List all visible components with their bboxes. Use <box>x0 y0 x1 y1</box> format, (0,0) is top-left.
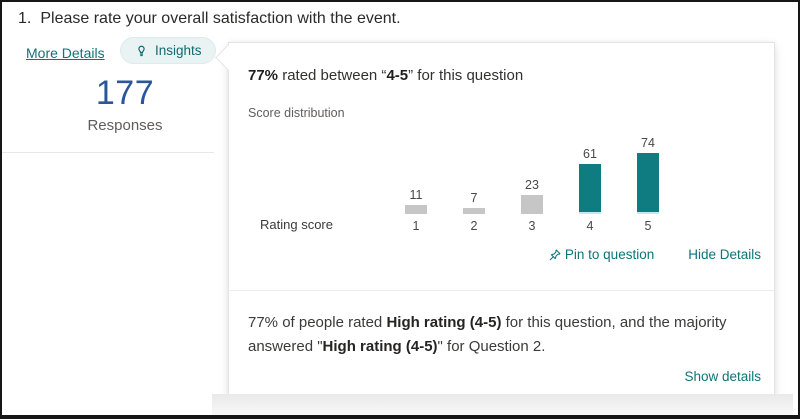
chart-title: Score distribution <box>248 106 345 120</box>
bar-value-label: 61 <box>583 147 597 161</box>
page-shadow-strip <box>212 394 793 415</box>
card-divider <box>2 152 214 153</box>
x-tick-label: 2 <box>470 219 478 233</box>
score-chart: 11 1 7 2 23 3 61 4 74 5 <box>387 105 677 233</box>
bar-value-label: 7 <box>470 191 478 205</box>
insight-summary: 77% of people rated High rating (4-5) fo… <box>248 311 763 359</box>
x-tick-label: 5 <box>644 219 652 233</box>
summary-text-2: for this question, and the majority answ… <box>248 314 727 355</box>
question-number: 1. <box>18 10 32 27</box>
question-title: 1. Please rate your overall satisfaction… <box>18 10 401 28</box>
lightbulb-icon <box>134 43 149 58</box>
insights-panel: 77% rated between “4-5” for this questio… <box>215 42 775 397</box>
summary-bold-2: High rating (4-5) <box>322 338 438 355</box>
hide-details-link[interactable]: Hide Details <box>688 247 761 262</box>
bar-value-label: 23 <box>525 178 539 192</box>
bar-value-label: 74 <box>641 136 655 150</box>
panel-divider <box>229 290 774 291</box>
responses-count: 177 <box>95 74 155 112</box>
question-title-text: Please rate your overall satisfaction wi… <box>40 10 401 27</box>
pin-to-question-link[interactable]: Pin to question <box>548 247 654 262</box>
summary-text-3: " for Question 2. <box>437 338 546 355</box>
bar-default <box>521 195 543 214</box>
panel-actions: Pin to question Hide Details <box>548 247 761 262</box>
insights-button[interactable]: Insights <box>120 37 216 64</box>
more-details-link[interactable]: More Details <box>26 45 105 61</box>
bar-highlighted <box>579 164 601 214</box>
bar-highlighted <box>637 153 659 214</box>
responses-label: Responses <box>87 117 163 134</box>
bar-column: 11 1 <box>387 105 445 233</box>
headline-percentage: 77% <box>248 67 279 84</box>
headline-text-mid: rated between “ <box>278 67 387 84</box>
bar-value-label: 11 <box>409 188 423 202</box>
pin-to-question-label: Pin to question <box>564 247 655 262</box>
x-tick-label: 1 <box>412 219 420 233</box>
pin-icon <box>548 248 562 262</box>
bar-default <box>405 205 427 214</box>
insights-headline: 77% rated between “4-5” for this questio… <box>248 67 523 84</box>
insights-button-label: Insights <box>155 43 202 58</box>
headline-range: 4-5 <box>386 67 409 84</box>
x-tick-label: 4 <box>586 219 594 233</box>
bar-column: 74 5 <box>619 105 677 233</box>
summary-bold-1: High rating (4-5) <box>386 314 502 331</box>
insights-panel-beak <box>215 44 242 71</box>
x-axis-label: Rating score <box>260 217 333 232</box>
bar-column: 61 4 <box>561 105 619 233</box>
bar-column: 23 3 <box>503 105 561 233</box>
show-details-link[interactable]: Show details <box>684 369 761 384</box>
headline-text-tail: ” for this question <box>408 67 524 84</box>
x-tick-label: 3 <box>528 219 536 233</box>
summary-text-1: 77% of people rated <box>248 314 387 331</box>
bar-default <box>463 208 485 214</box>
